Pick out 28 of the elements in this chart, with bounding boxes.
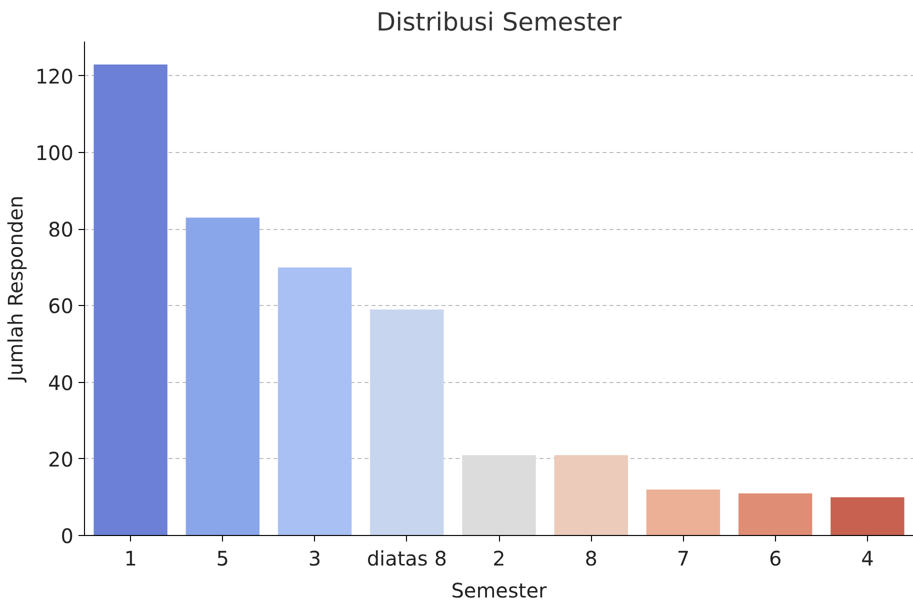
chart-title: Distribusi Semester xyxy=(376,8,622,36)
x-tick-label: 3 xyxy=(308,546,322,570)
y-tick-label: 80 xyxy=(48,218,74,242)
bar xyxy=(646,490,720,536)
bar xyxy=(830,497,904,536)
y-tick-label: 100 xyxy=(35,141,74,166)
bar xyxy=(738,493,812,536)
x-tick-label: 7 xyxy=(676,546,690,570)
bar xyxy=(186,218,260,536)
x-tick-label: 6 xyxy=(768,546,782,570)
x-tick-label: 2 xyxy=(492,546,506,570)
y-axis-title: Jumlah Responden xyxy=(3,196,28,384)
y-tick-label: 60 xyxy=(48,294,74,318)
x-tick-label: diatas 8 xyxy=(366,546,447,570)
x-tick-label: 4 xyxy=(861,546,874,570)
bar xyxy=(554,455,628,536)
y-tick-label: 20 xyxy=(48,447,74,472)
y-tick-label: 40 xyxy=(48,370,74,395)
y-tick-label: 0 xyxy=(60,524,74,548)
bar xyxy=(462,455,536,536)
x-tick-label: 1 xyxy=(124,546,137,570)
bar xyxy=(370,310,444,536)
y-tick-label: 120 xyxy=(35,64,74,88)
x-tick-label: 8 xyxy=(584,546,598,570)
x-axis-title: Semester xyxy=(451,578,548,602)
bar xyxy=(278,267,352,536)
x-tick-label: 5 xyxy=(216,546,230,570)
bar xyxy=(94,64,168,536)
